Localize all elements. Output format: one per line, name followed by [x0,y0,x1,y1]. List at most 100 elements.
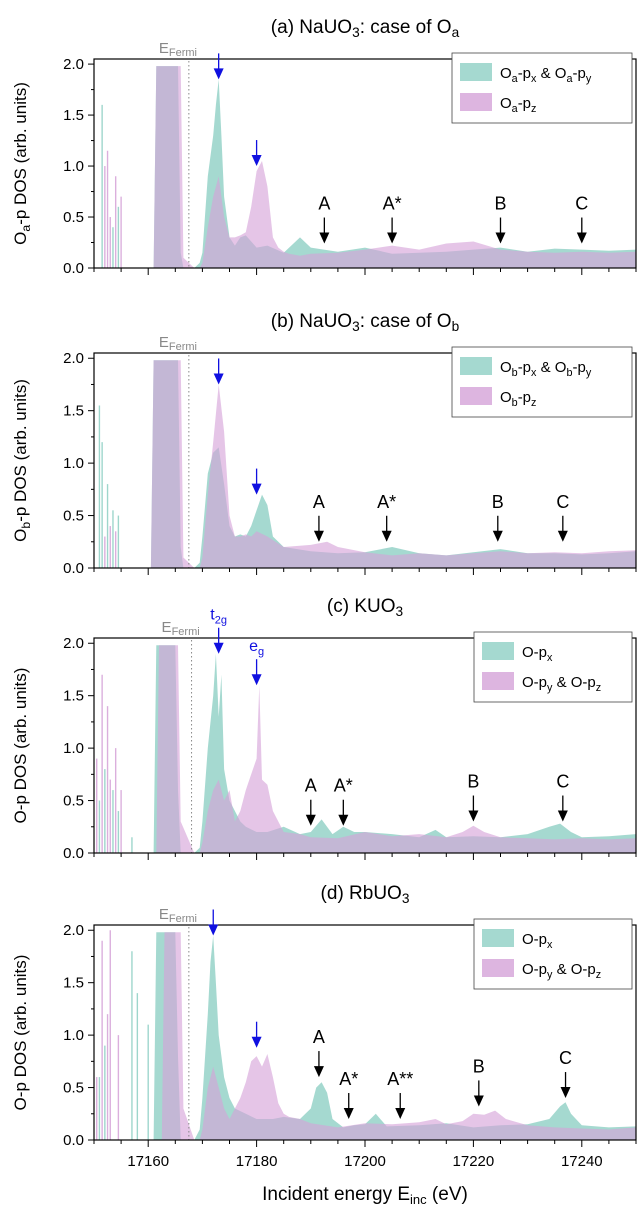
x-axis-label-sub: inc [410,1192,427,1207]
text-run: -p [572,359,585,376]
arrow-label-main: A* [339,1069,358,1089]
arrow-label-main: e [249,638,258,655]
text-run: -p DOS (arb. units) [11,379,30,522]
fermi-label: EFermi [159,334,197,353]
arrow-label-sub: 2g [215,615,227,627]
text-run: b [566,367,572,379]
text-run: -p [572,65,585,82]
arrow-label: B [473,1056,485,1076]
y-tick-label: 1.0 [63,1027,84,1044]
arrow-head [338,814,349,826]
text-run: a [512,73,518,85]
legend-swatch-purple [460,93,492,111]
text-run: : case of O [360,17,452,38]
blue-arrow-head [208,924,219,936]
arrow-head [560,1087,571,1099]
arrow-label: eg [249,638,264,658]
text-run: x [531,73,537,85]
text-run: x [531,367,537,379]
arrow-label-main: C [575,194,588,214]
y-tick-label: 1.0 [63,455,84,472]
x-axis-label: Incident energy Einc (eV) [262,1184,468,1207]
arrow-head [313,530,324,542]
arrow-head [557,530,568,542]
y-tick-label: 2.0 [63,350,84,367]
legend-swatch-teal [460,357,492,375]
text-run: O [500,389,512,406]
y-tick-label: 1.5 [63,688,84,705]
text-run: O [500,65,512,82]
arrow-label: C [575,194,588,214]
text-run: 3 [396,604,404,619]
arrow-head [387,232,398,244]
text-run: z [596,969,601,981]
text-run: b [512,397,518,409]
arrow-label: A [318,194,330,214]
text-run: (b) NaUO [271,311,352,332]
fermi-label-main: E [159,906,169,923]
text-run: 3 [352,25,360,40]
y-tick-label: 1.0 [63,158,84,175]
x-tick-label: 17240 [561,1153,603,1170]
text-run: b [512,367,518,379]
arrow-head [468,810,479,822]
arrow-head [473,1095,484,1107]
legend-label: O-px [522,644,553,664]
text-run: O-p [522,961,547,978]
arrow-label-main: A [313,1027,325,1047]
arrow-label-main: B [494,194,506,214]
y-axis-label: Oa-p DOS (arb. units) [11,82,33,245]
legend-label: Ob-px & Ob-py [500,359,592,379]
legend-swatch-teal [482,642,514,660]
text-run: -p DOS (arb. units) [11,82,30,225]
fermi-label-main: E [159,334,169,351]
arrow-label-main: B [492,492,504,512]
arrow-head [557,810,568,822]
plot-area [94,930,636,1140]
text-run: O [11,232,30,245]
legend-label: O-py & O-pz [522,961,601,981]
y-tick-label: 2.0 [63,56,84,73]
legend-swatch-purple [482,959,514,977]
legend-swatch-purple [482,672,514,690]
panel-title: (c) KUO3 [327,596,403,619]
arrow-label-main: A* [377,492,396,512]
arrow-label-sub: g [258,646,264,658]
arrow-label-main: A [305,776,317,796]
arrow-label: C [556,492,569,512]
arrow-head [305,814,316,826]
text-run: O-p [522,674,547,691]
fermi-label-main: E [159,40,169,57]
x-axis-label-main: Incident energy E [262,1184,410,1205]
legend-label: Oa-px & Oa-py [500,65,592,85]
y-tick-label: 1.5 [63,403,84,420]
y-tick-label: 2.0 [63,922,84,939]
text-run: O-p DOS (arb. units) [11,668,30,824]
text-run: O-p DOS (arb. units) [11,955,30,1111]
text-run: y [586,73,592,85]
text-run: & O [536,65,566,82]
blue-arrow-head [213,373,224,385]
arrow-head [576,232,587,244]
blue-arrow-head [251,483,262,495]
text-run: y [586,367,592,379]
panel-title: (d) RbUO3 [321,883,410,906]
blue-arrow-head [213,642,224,654]
text-run: x [547,939,553,951]
arrow-label-main: t [210,607,215,624]
y-tick-label: 0.5 [63,793,84,810]
text-run: O [11,529,30,542]
panel-title: (b) NaUO3: case of Ob [271,311,460,334]
text-run: & O [536,359,566,376]
arrow-label: A [305,776,317,796]
x-tick-label: 17160 [127,1153,169,1170]
fermi-label-sub: Fermi [172,626,200,638]
arrow-label-main: A** [387,1069,413,1089]
text-run: -p [518,359,531,376]
y-axis-label: Ob-p DOS (arb. units) [11,379,33,542]
arrow-label: A* [377,492,396,512]
arrow-label: A** [387,1069,413,1089]
arrow-head [319,232,330,244]
fermi-label-sub: Fermi [169,341,197,353]
